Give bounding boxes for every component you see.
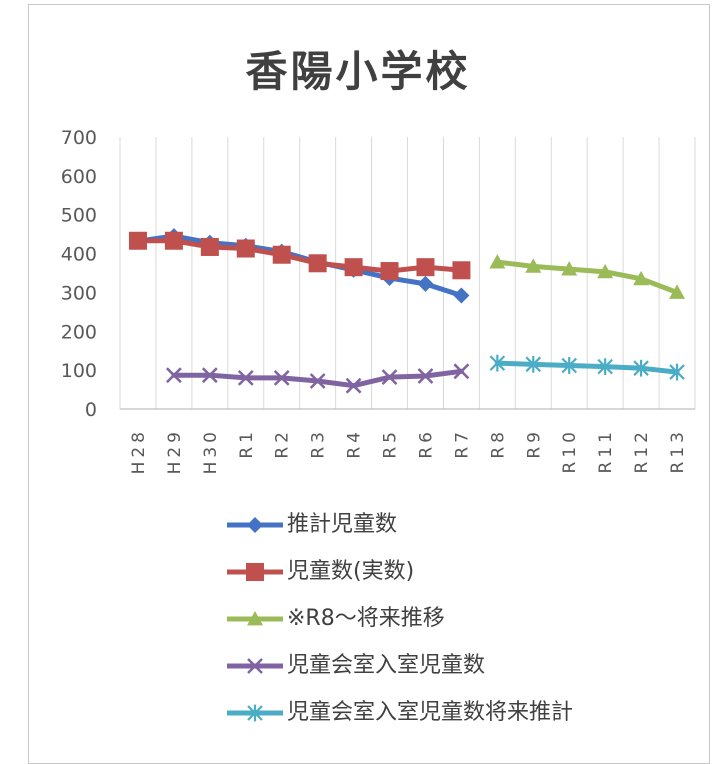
data-point: [453, 363, 470, 380]
data-point: [452, 261, 471, 280]
legend-label: 推計児童数: [287, 512, 398, 537]
data-point: [201, 367, 218, 384]
data-point: [246, 563, 264, 581]
x-tick-label: H29: [165, 428, 185, 474]
data-point: [247, 704, 263, 722]
y-tick-label: 700: [61, 127, 97, 149]
data-point: [345, 377, 362, 394]
x-tick-label: R13: [668, 428, 688, 473]
legend-swatch: [227, 563, 283, 581]
data-point: [561, 357, 577, 374]
series-line: [171, 368, 464, 389]
x-tick-label: R12: [632, 428, 652, 473]
x-tick-label: R5: [381, 428, 401, 459]
legend-label: 児童会室入室児童数将来推計: [287, 700, 574, 725]
legend-label: 児童会室入室児童数: [287, 653, 486, 678]
data-point: [247, 517, 263, 533]
data-point: [308, 254, 327, 273]
y-tick-label: 0: [85, 399, 97, 421]
series-line: [135, 238, 464, 274]
x-tick-label: R7: [452, 428, 472, 459]
data-point: [128, 231, 147, 250]
data-point: [669, 363, 685, 381]
chart-title: 香陽小学校: [245, 47, 471, 96]
data-point: [525, 355, 542, 373]
data-point: [164, 231, 183, 250]
x-tick-label: R9: [524, 428, 544, 459]
data-point: [561, 261, 578, 276]
series-line: [494, 360, 680, 375]
y-tick-label: 300: [61, 282, 97, 304]
data-point: [489, 254, 506, 269]
x-tick-label: R3: [309, 428, 329, 459]
x-tick-label: R2: [273, 428, 293, 459]
legend-swatch: [227, 658, 283, 674]
x-tick-label: R4: [345, 428, 365, 459]
data-point: [247, 611, 263, 626]
data-point: [380, 262, 399, 281]
legend-label: ※R8～将来推移: [287, 606, 445, 631]
data-point: [237, 370, 254, 386]
data-point: [273, 370, 290, 386]
data-point: [309, 373, 326, 389]
y-tick-label: 100: [61, 360, 97, 382]
legend-swatch: [227, 611, 283, 626]
data-point: [597, 358, 613, 376]
y-tick-label: 400: [61, 244, 97, 266]
data-point: [417, 368, 434, 384]
data-point: [633, 270, 650, 286]
data-point: [247, 658, 263, 674]
legend-swatch: [227, 704, 283, 722]
legend-label: 児童数(実数): [287, 559, 415, 584]
data-point: [453, 287, 470, 304]
x-tick-label: R1: [237, 428, 257, 459]
data-point: [272, 245, 291, 264]
data-point: [525, 258, 542, 273]
data-point: [344, 258, 363, 277]
x-tick-label: R11: [596, 428, 616, 473]
data-point: [381, 369, 398, 386]
series-line: [494, 259, 680, 295]
data-point: [166, 367, 182, 384]
data-point: [489, 354, 506, 372]
data-point: [236, 239, 255, 258]
data-point: [633, 359, 649, 377]
x-tick-label: H30: [201, 428, 221, 474]
data-point: [417, 275, 434, 292]
legend-swatch: [227, 517, 283, 533]
x-tick-label: R6: [416, 428, 436, 459]
data-point: [416, 258, 435, 277]
data-point: [597, 263, 614, 279]
y-tick-label: 200: [61, 321, 97, 343]
x-tick-label: R10: [560, 428, 580, 473]
data-point: [669, 284, 686, 299]
y-tick-label: 500: [61, 205, 97, 227]
y-tick-label: 600: [61, 166, 97, 188]
data-point: [200, 237, 219, 256]
x-tick-label: R8: [488, 428, 508, 459]
x-tick-label: H28: [129, 428, 149, 474]
